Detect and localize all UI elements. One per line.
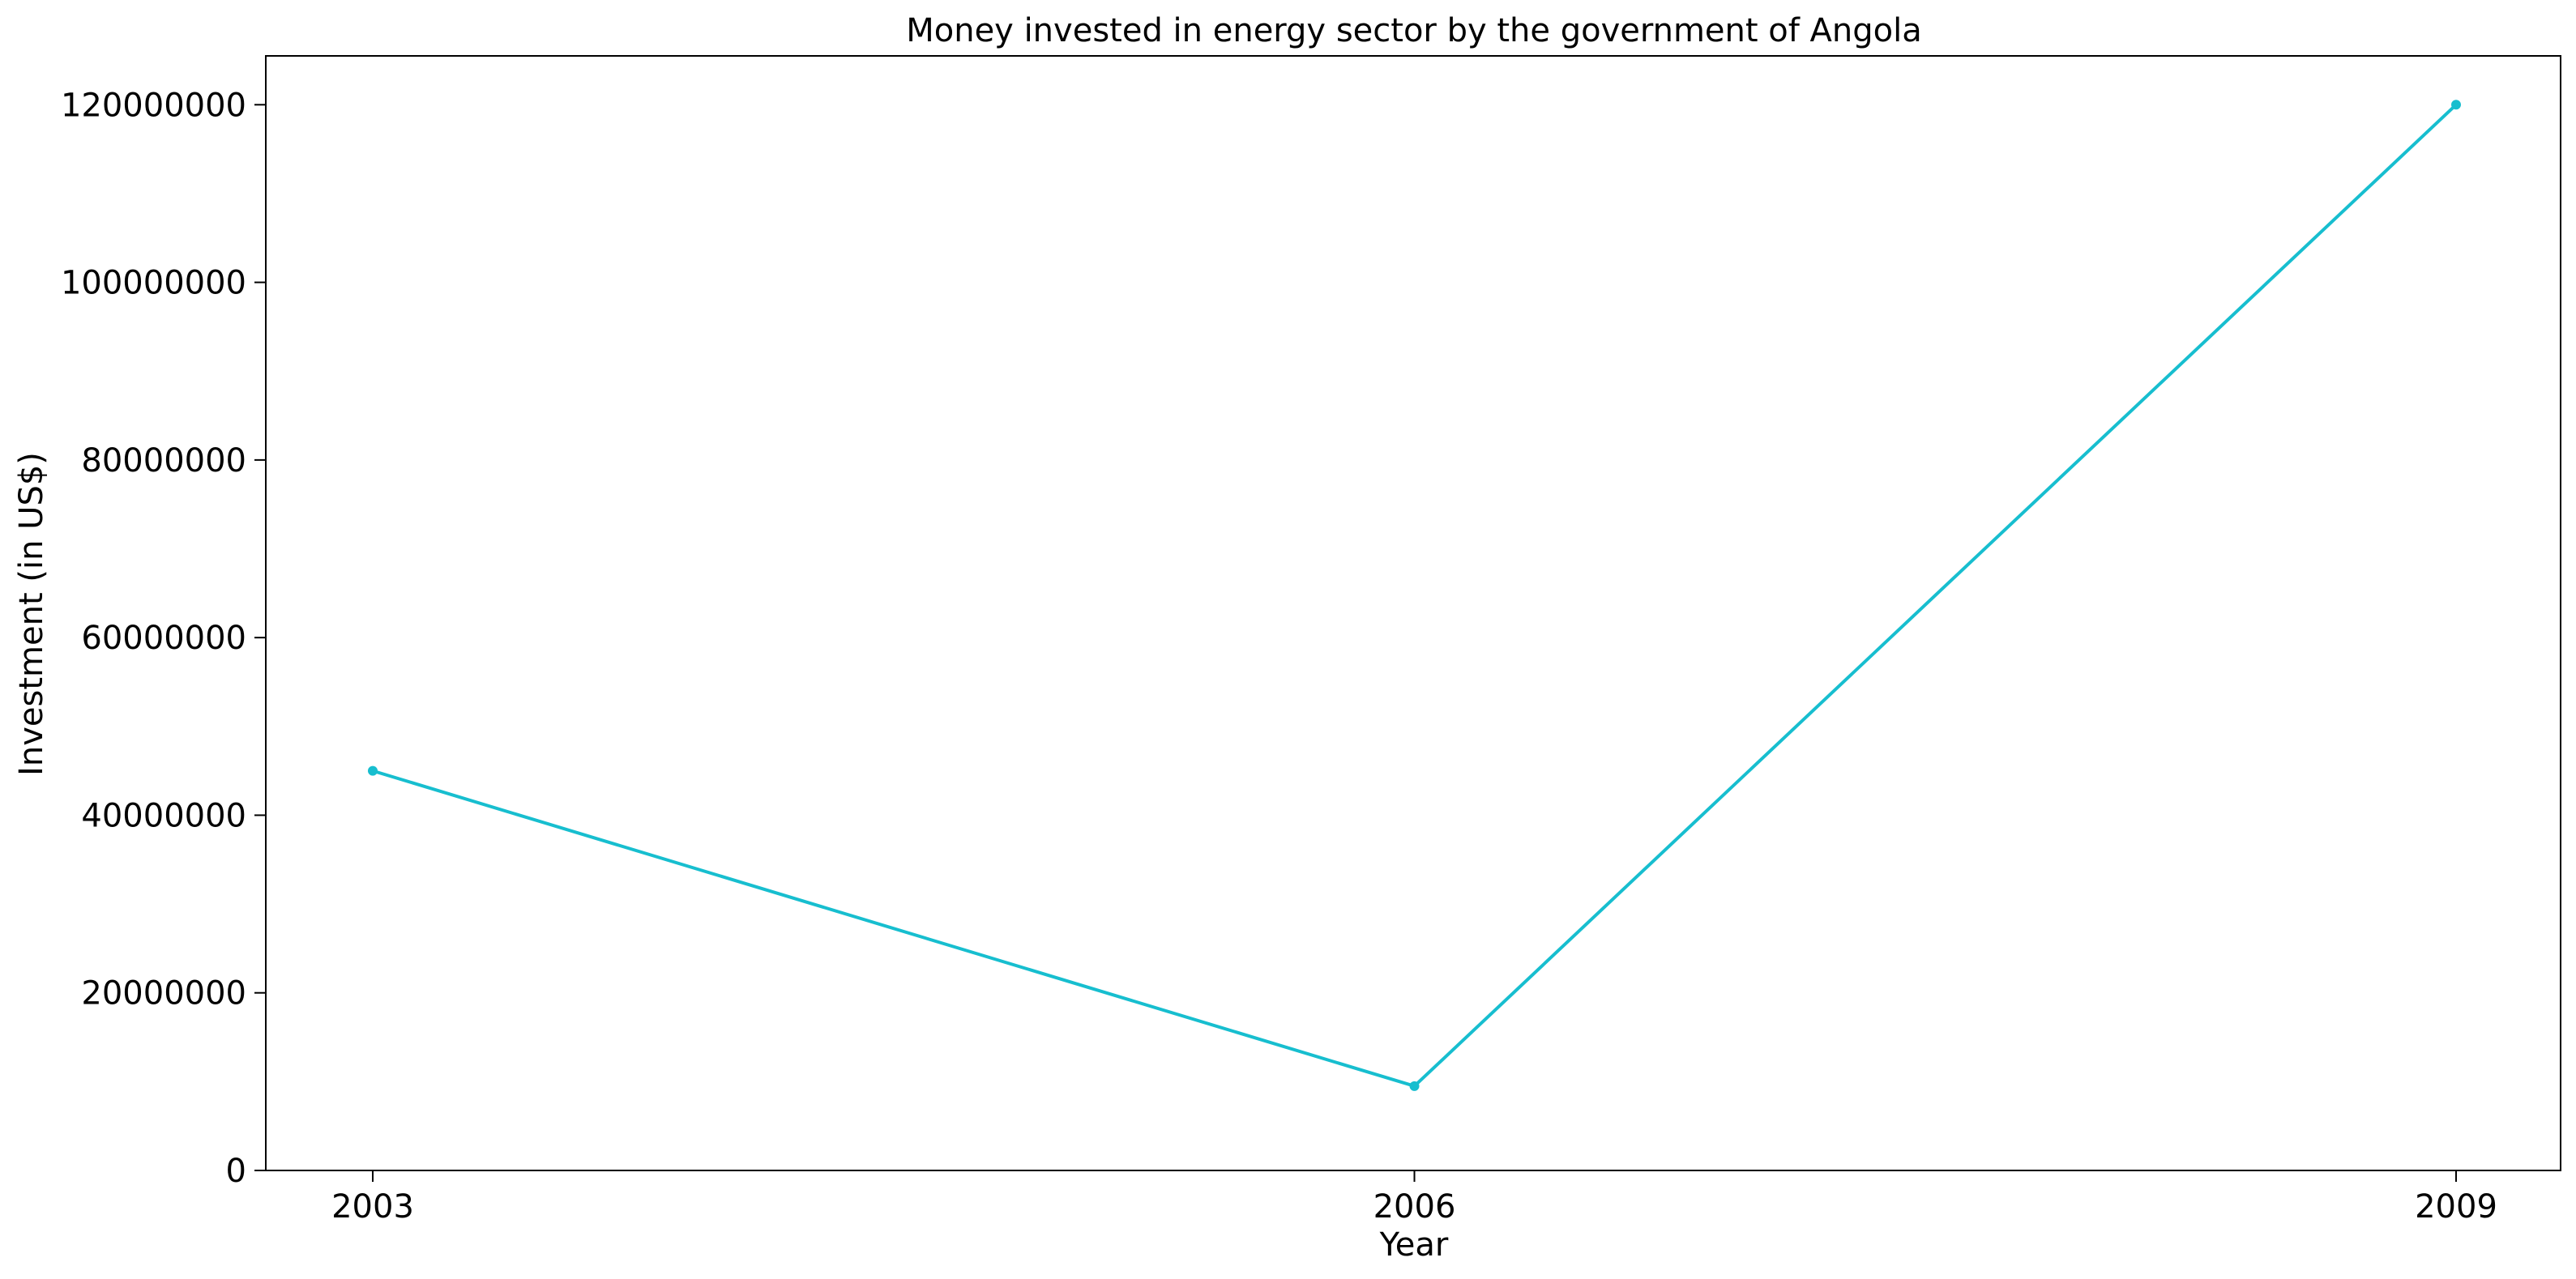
x-tick-label: 2003 xyxy=(331,1188,414,1226)
y-tick-label: 20000000 xyxy=(81,975,246,1013)
y-tick-label: 0 xyxy=(226,1153,246,1190)
chart-title: Money invested in energy sector by the g… xyxy=(906,12,1922,49)
y-axis-label: Investment (in US$) xyxy=(13,452,50,776)
x-tick-label: 2009 xyxy=(2415,1188,2497,1226)
y-tick-label: 120000000 xyxy=(61,87,246,124)
data-point xyxy=(368,765,378,776)
x-tick-label: 2006 xyxy=(1373,1188,1456,1226)
series-layer xyxy=(368,100,2461,1091)
y-tick-label: 60000000 xyxy=(81,620,246,657)
x-axis-ticks: 2003 2006 2009 xyxy=(331,1170,2497,1226)
y-tick-label: 40000000 xyxy=(81,797,246,834)
x-axis-label: Year xyxy=(1379,1226,1449,1264)
y-tick-label: 80000000 xyxy=(81,442,246,480)
data-point xyxy=(2451,100,2461,110)
y-axis-ticks: 0 20000000 40000000 60000000 80000000 1000000… xyxy=(61,87,266,1190)
data-point xyxy=(1409,1081,1420,1091)
plot-area-frame xyxy=(265,55,2561,1171)
y-tick-label: 100000000 xyxy=(61,265,246,302)
